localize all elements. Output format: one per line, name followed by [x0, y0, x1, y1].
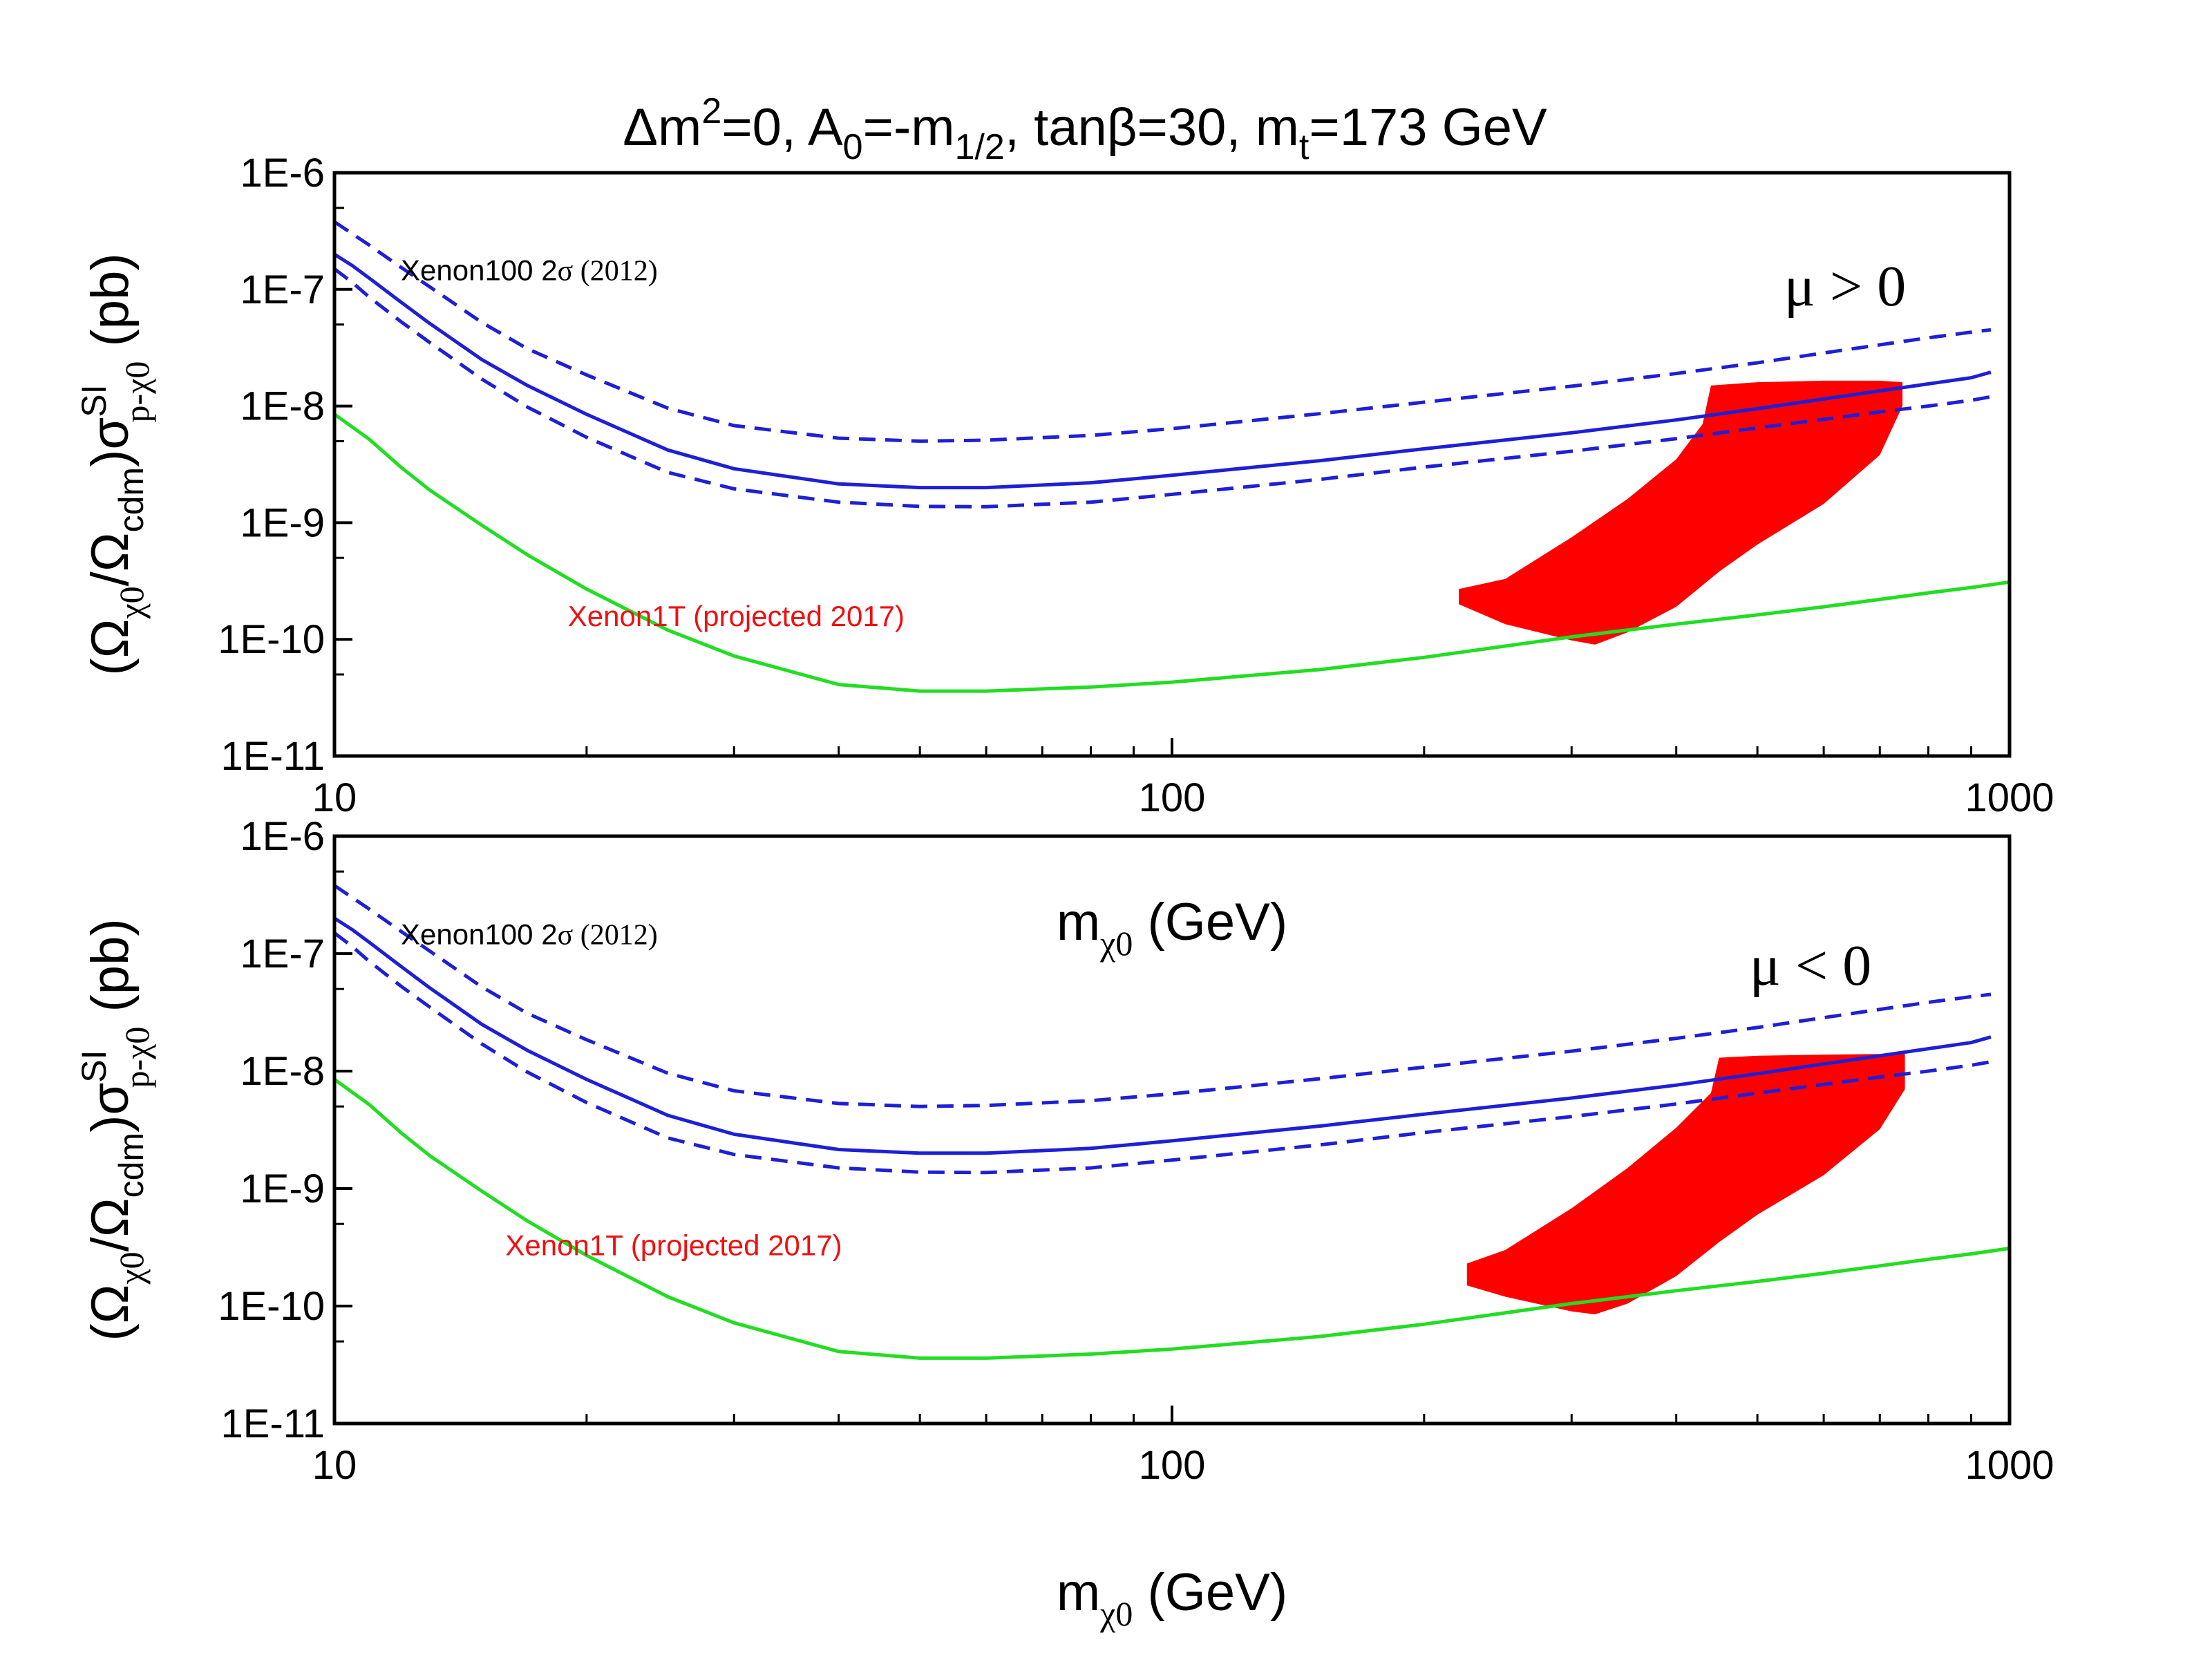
bottom-x-tick-label: 1000 [1965, 1443, 2054, 1488]
top-y-tick-label: 1E-8 [240, 384, 325, 429]
top-mu-sign-label: μ > 0 [1784, 254, 1906, 319]
bottom-y-tick-label: 1E-6 [240, 814, 325, 859]
bottom-series-1-line [333, 884, 1992, 1108]
bottom-y-axis-title: (Ωχ0/Ωcdm)σSI p-χ0 (pb) [75, 918, 156, 1341]
top-x-tick-label: 100 [1139, 775, 1206, 820]
bottom-plot-area [333, 884, 2010, 1360]
top-xenon1t-label: Xenon1T (projected 2017) [568, 600, 905, 632]
top-series-3-line [333, 413, 2010, 693]
top-y-tick-label: 1E-7 [240, 267, 325, 312]
top-annotations: Xenon100 2σ (2012) Xenon1T (projected 20… [401, 254, 1906, 632]
bottom-xenon1t-label: Xenon1T (projected 2017) [505, 1229, 842, 1262]
bottom-x-tick-label: 10 [312, 1443, 357, 1488]
top-y-tick-label: 1E-10 [218, 617, 325, 662]
bottom-mu-sign-label: μ < 0 [1750, 934, 1871, 998]
top-x-tick-label: 10 [312, 775, 357, 820]
bottom-allowed-region [1466, 1054, 1905, 1314]
bottom-annotations: Xenon100 2σ (2012) Xenon1T (projected 20… [401, 918, 1871, 1262]
bottom-x-axis-title: mχ0 (GeV) [1057, 1563, 1287, 1633]
top-y-tick-label: 1E-6 [240, 151, 325, 196]
bottom-y-tick-label: 1E-10 [218, 1284, 325, 1329]
bottom-y-tick-label: 1E-7 [240, 932, 325, 976]
bottom-y-tick-label: 1E-8 [240, 1049, 325, 1094]
top-y-axis-title: (Ωχ0/Ωcdm)σSI p-χ0 (pb) [75, 253, 156, 675]
top-x-axis-title: mχ0 (GeV) [1057, 893, 1287, 963]
top-allowed-region [1459, 380, 1903, 645]
bottom-series-0-line [333, 916, 1992, 1155]
figure-title: Δm2=0, A0=-m1/2, tanβ=30, mt=173 GeV [623, 91, 1547, 167]
top-series-1-line [333, 220, 1992, 443]
top-xenon100-label: Xenon100 2σ (2012) [401, 254, 658, 287]
top-plot-area [333, 220, 2010, 693]
top-x-tick-label: 1000 [1965, 775, 2054, 820]
bottom-series-2-line [333, 932, 1992, 1175]
bottom-x-tick-label: 100 [1139, 1443, 1206, 1488]
top-series-2-line [333, 267, 1992, 509]
bottom-y-tick-label: 1E-11 [221, 1401, 325, 1446]
bottom-series-3-line [333, 1077, 2010, 1360]
bottom-y-tick-label: 1E-9 [240, 1166, 325, 1211]
top-y-tick-label: 1E-11 [221, 734, 325, 779]
bottom-xenon100-label: Xenon100 2σ (2012) [401, 918, 658, 952]
top-series-0-line [333, 252, 1992, 490]
top-y-tick-label: 1E-9 [240, 500, 325, 545]
